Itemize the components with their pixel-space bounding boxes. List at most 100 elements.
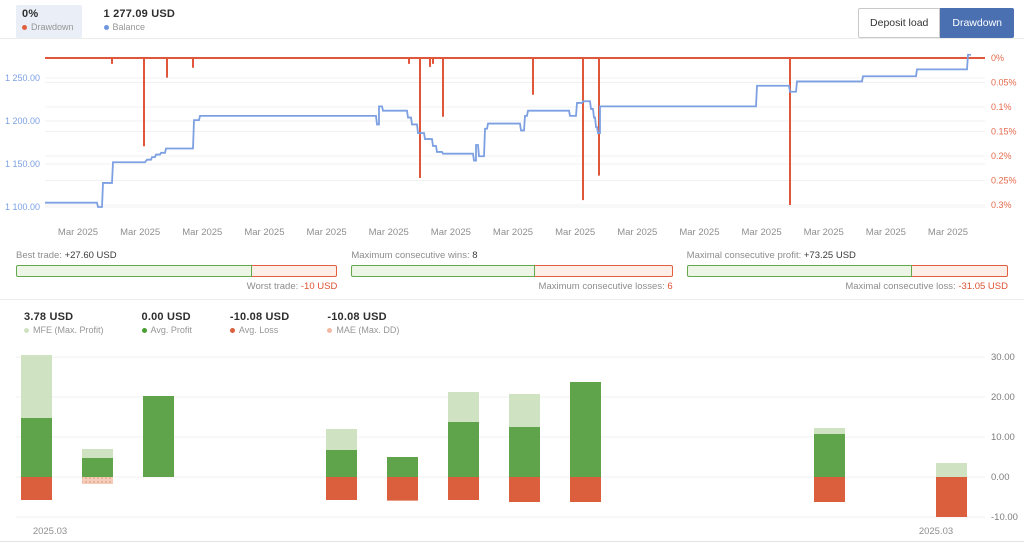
- loss-bar-segment: [912, 265, 1008, 277]
- mfe-mae-legend: 3.78 USD MFE (Max. Profit) 0.00 USD Avg.…: [18, 308, 407, 339]
- profit-bar-segment: [143, 396, 174, 477]
- x-axis-tick-label: Mar 2025: [679, 227, 719, 238]
- best-worst-bar: [16, 265, 338, 277]
- x-axis-tick-label: Mar 2025: [804, 227, 844, 238]
- balance-drawdown-chart: 1 250.00 1 200.00 1 150.00 1 100.00 0% 0.05% 0…: [5, 53, 1017, 238]
- x-axis-tick-label: Mar 2025: [928, 227, 968, 238]
- balance-series-line: [45, 53, 971, 208]
- avg-profit-value: 0.00 USD: [141, 311, 191, 323]
- mae-dot-icon: [327, 327, 333, 333]
- profit-loss-bar: [686, 265, 1008, 277]
- mfe-mae-bar-chart: 30.00 20.00 10.00 0.00 -10.00 2025.03 2025.03: [16, 352, 1018, 537]
- bar-axis-tick-label: 20.00: [991, 392, 1015, 403]
- chart-mode-switch: Deposit load Drawdown: [858, 8, 1014, 38]
- wins-losses-bar: [351, 265, 673, 277]
- drawdown-series-line: [45, 57, 985, 205]
- avg-loss-label: Avg. Loss: [238, 325, 279, 335]
- section-divider: [0, 299, 1024, 300]
- loss-bar-segment: [936, 477, 967, 517]
- profit-bar-segment: [814, 434, 845, 477]
- legend-avg-loss: -10.08 USD Avg. Loss: [224, 308, 297, 339]
- loss-bar-segment: [814, 477, 845, 502]
- drawdown-badge-label: Drawdown: [31, 22, 74, 32]
- mfe-bar-segment: [448, 392, 479, 422]
- right-axis-tick-label: 0.3%: [991, 200, 1012, 210]
- x-axis-tick-label: Mar 2025: [742, 227, 782, 238]
- profit-bar-segment: [570, 382, 601, 477]
- mfe-label: MFE (Max. Profit): [33, 325, 104, 335]
- max-wins-label: Maximum consecutive wins:: [351, 250, 470, 261]
- wins-bar-segment: [351, 265, 535, 277]
- x-axis-tick-label: Mar 2025: [58, 227, 98, 238]
- mfe-bar-segment: [936, 463, 967, 477]
- avg-profit-dot-icon: [141, 327, 147, 333]
- mae-bar-segment: [82, 477, 113, 484]
- loss-bar-segment: [509, 477, 540, 502]
- worst-trade-value: -10 USD: [300, 281, 338, 292]
- right-axis-tick-label: 0.15%: [991, 127, 1017, 137]
- profit-bar-segment: [448, 422, 479, 477]
- drawdown-dot-icon: [22, 24, 27, 30]
- losses-bar-segment: [534, 265, 673, 277]
- left-axis-tick-label: 1 250.00: [5, 73, 40, 83]
- max-wins-value: 8: [472, 250, 478, 261]
- bar-x-axis-label: 2025.03: [919, 526, 953, 537]
- bar-axis-tick-label: 30.00: [991, 352, 1015, 363]
- mfe-value: 3.78 USD: [24, 311, 74, 323]
- x-axis-tick-label: Mar 2025: [866, 227, 906, 238]
- right-axis-tick-label: 0.2%: [991, 151, 1012, 161]
- max-profit-value: +73.25 USD: [803, 250, 856, 261]
- right-axis-tick-label: 0%: [991, 53, 1004, 63]
- loss-bar-segment: [21, 477, 52, 500]
- loss-bar-segment: [387, 477, 418, 501]
- trade-stats-row: Best trade: +27.60 USD Worst trade: -10 …: [0, 250, 1024, 298]
- profit-bar-segment: [82, 458, 113, 477]
- deposit-load-button[interactable]: Deposit load: [858, 8, 941, 38]
- left-axis-tick-label: 1 150.00: [5, 159, 40, 169]
- x-axis-tick-label: Mar 2025: [431, 227, 471, 238]
- balance-dot-icon: [103, 24, 109, 30]
- profit-bar-segment: [326, 450, 357, 477]
- right-axis-tick-label: 0.25%: [991, 176, 1017, 186]
- x-axis-tick-label: Mar 2025: [120, 227, 160, 238]
- left-axis-tick-label: 1 100.00: [5, 202, 40, 212]
- legend-mfe: 3.78 USD MFE (Max. Profit): [18, 308, 112, 339]
- x-axis-tick-label: Mar 2025: [617, 227, 657, 238]
- panel-bottom-border: [0, 541, 1024, 542]
- bar-x-axis-label: 2025.03: [33, 526, 67, 537]
- legend-mae: -10.08 USD MAE (Max. DD): [321, 308, 407, 339]
- avg-profit-label: Avg. Profit: [150, 325, 192, 335]
- loss-bar-segment: [570, 477, 601, 502]
- mae-label: MAE (Max. DD): [336, 325, 400, 335]
- report-header: 0% Drawdown 1 277.09 USD Balance Deposit…: [0, 0, 1024, 39]
- left-axis-tick-label: 1 200.00: [5, 116, 40, 126]
- max-losses-value: 6: [667, 281, 673, 292]
- profit-bar-segment: [21, 418, 52, 477]
- mfe-bar-segment: [814, 428, 845, 434]
- bar-axis-tick-label: 0.00: [991, 472, 1010, 483]
- loss-bar-segment: [448, 477, 479, 500]
- drawdown-badge: 0% Drawdown: [16, 5, 82, 38]
- x-axis-tick-label: Mar 2025: [244, 227, 284, 238]
- mfe-bar-segment: [326, 429, 357, 450]
- worst-trade-bar-segment: [251, 265, 338, 277]
- drawdown-button[interactable]: Drawdown: [940, 8, 1014, 38]
- drawdown-badge-value: 0%: [22, 8, 39, 20]
- balance-label: Balance: [112, 22, 146, 32]
- max-loss-label: Maximal consecutive loss:: [845, 281, 956, 292]
- mfe-bar-segment: [509, 394, 540, 427]
- stat-best-worst-trade: Best trade: +27.60 USD Worst trade: -10 …: [16, 250, 338, 298]
- bar-axis-tick-label: 10.00: [991, 432, 1015, 443]
- loss-bar-segment: [326, 477, 357, 500]
- profit-bar-segment: [686, 265, 913, 277]
- x-axis-tick-label: Mar 2025: [493, 227, 533, 238]
- best-trade-value: +27.60 USD: [64, 250, 117, 261]
- avg-loss-dot-icon: [229, 327, 235, 333]
- x-axis-tick-label: Mar 2025: [182, 227, 222, 238]
- profit-bar-segment: [509, 427, 540, 477]
- balance-metric: 1 277.09 USD Balance: [98, 5, 184, 38]
- best-trade-label: Best trade:: [16, 250, 62, 261]
- max-profit-label: Maximal consecutive profit:: [686, 250, 802, 261]
- bar-axis-tick-label: -10.00: [991, 512, 1018, 523]
